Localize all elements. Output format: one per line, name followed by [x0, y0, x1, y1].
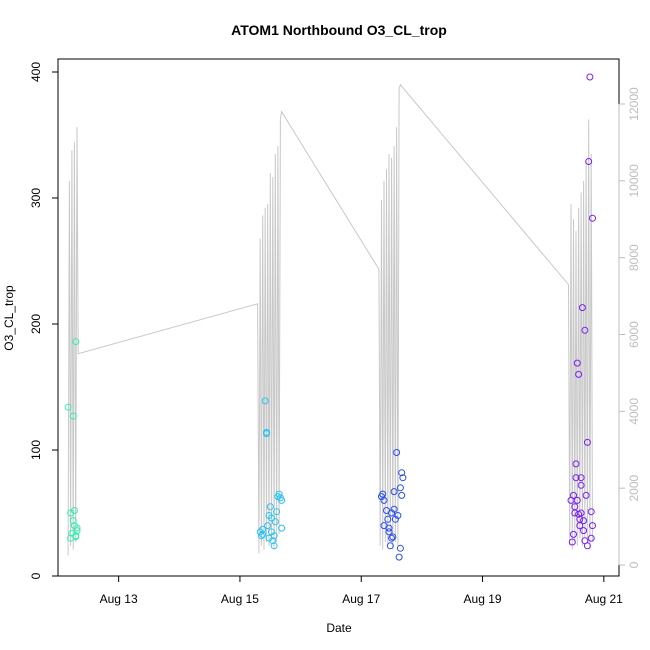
data-point	[572, 460, 580, 468]
data-point	[388, 534, 396, 542]
bottom-tick-label: Aug 15	[221, 592, 259, 606]
data-point	[575, 510, 583, 518]
altitude-line	[67, 83, 593, 556]
data-point	[380, 496, 388, 504]
data-point	[395, 553, 403, 561]
data-point	[394, 512, 402, 519]
right-tick-label: 8000	[627, 244, 641, 271]
right-tick-label: 2000	[627, 474, 641, 501]
data-point	[390, 488, 398, 496]
ozone-points-layer	[64, 73, 596, 561]
y-axis-label: O3_CL_trop	[2, 285, 16, 351]
data-point	[573, 359, 581, 367]
right-tick-label: 6000	[627, 321, 641, 348]
data-point	[585, 158, 593, 165]
data-point	[587, 508, 595, 516]
data-point	[570, 530, 577, 538]
data-point	[259, 530, 267, 538]
data-point	[264, 522, 272, 530]
data-point	[270, 532, 278, 540]
data-point	[261, 397, 269, 405]
data-point	[398, 469, 406, 477]
chart-title: ATOM1 Northbound O3_CL_trop	[231, 22, 447, 38]
data-point	[586, 73, 594, 81]
plot-box	[57, 58, 620, 577]
left-tick-label: 300	[29, 188, 43, 208]
data-point	[573, 496, 581, 504]
data-point	[570, 491, 577, 499]
data-point	[578, 304, 586, 312]
data-point	[386, 542, 394, 550]
bottom-tick-label: Aug 19	[464, 592, 502, 606]
data-point	[398, 491, 406, 499]
data-point	[72, 338, 80, 346]
data-point	[589, 214, 596, 222]
data-point	[575, 370, 583, 378]
data-point	[393, 449, 401, 456]
data-point	[263, 430, 270, 438]
data-point	[69, 517, 77, 525]
data-point	[577, 474, 585, 482]
left-tick-label: 400	[29, 62, 43, 82]
left-axis: 0 100 200 300 400	[29, 62, 59, 579]
data-point	[396, 484, 404, 492]
data-point	[268, 514, 275, 522]
right-axis: 0 2000 4000 6000 8000 10000 12000	[618, 87, 641, 568]
data-point	[385, 528, 393, 536]
data-point	[385, 524, 393, 532]
data-point	[389, 533, 397, 541]
x-axis-label: Date	[326, 621, 352, 635]
bottom-tick-label: Aug 21	[585, 592, 623, 606]
data-point	[572, 474, 580, 482]
data-point	[571, 509, 579, 517]
left-tick-label: 100	[29, 440, 43, 460]
data-point	[384, 515, 392, 523]
data-point	[278, 524, 286, 532]
altitude-line-layer	[67, 83, 593, 556]
data-point	[396, 544, 404, 552]
data-point	[587, 534, 595, 542]
data-point	[576, 515, 584, 523]
left-tick-label: 0	[29, 572, 43, 579]
data-point	[582, 491, 590, 499]
bottom-axis: Aug 13 Aug 15 Aug 17 Aug 19 Aug 21	[100, 575, 623, 606]
data-point	[269, 537, 277, 545]
right-tick-label: 10000	[627, 164, 641, 198]
data-point	[581, 326, 589, 334]
data-point	[577, 481, 585, 489]
data-point	[399, 474, 407, 482]
data-point	[273, 508, 281, 516]
bottom-tick-label: Aug 13	[100, 592, 138, 606]
data-point	[390, 505, 398, 513]
data-point	[70, 507, 78, 514]
data-point	[580, 527, 588, 535]
data-point	[64, 403, 72, 411]
left-tick-label: 200	[29, 314, 43, 334]
data-point	[580, 517, 588, 525]
bottom-tick-label: Aug 17	[342, 592, 380, 606]
data-point	[257, 532, 265, 540]
data-point	[72, 533, 80, 541]
data-point	[568, 538, 576, 546]
data-point	[583, 542, 591, 550]
data-point	[271, 518, 279, 526]
data-point	[270, 542, 278, 550]
data-point	[278, 496, 286, 504]
data-point	[69, 412, 77, 420]
right-tick-label: 12000	[627, 87, 641, 121]
data-point	[266, 503, 274, 511]
right-tick-label: 4000	[627, 398, 641, 425]
data-point	[259, 525, 267, 533]
right-tick-label: 0	[627, 561, 641, 568]
data-point	[379, 490, 387, 498]
data-point	[73, 527, 81, 535]
data-point	[589, 522, 596, 530]
data-point	[275, 490, 283, 498]
data-point	[73, 524, 81, 532]
data-point	[583, 438, 591, 446]
